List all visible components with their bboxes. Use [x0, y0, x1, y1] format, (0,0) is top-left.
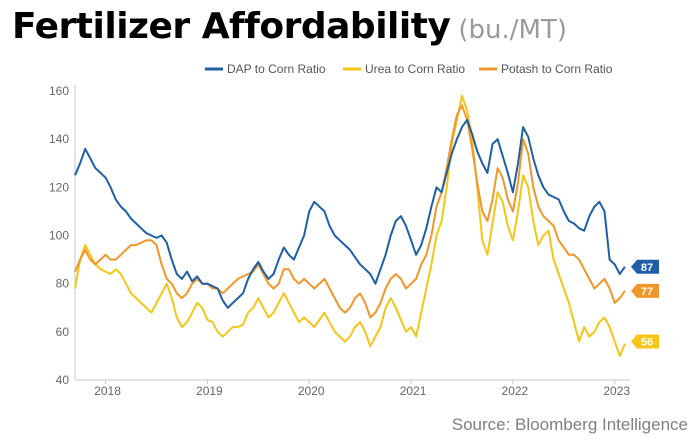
end-label-value: 56	[641, 336, 653, 348]
y-tick-label: 140	[49, 132, 69, 146]
legend-label: Potash to Corn Ratio	[501, 62, 613, 76]
chart-title: Fertilizer Affordability	[12, 6, 451, 47]
end-label: 87	[631, 259, 659, 274]
y-tick-label: 120	[49, 180, 69, 194]
x-tick-label: 2018	[94, 384, 121, 398]
y-tick-label: 40	[56, 373, 70, 387]
legend-label: Urea to Corn Ratio	[365, 62, 465, 76]
x-tick-label: 2023	[603, 384, 630, 398]
series-line-urea-to-corn-ratio	[74, 94, 626, 357]
series-line-dap-to-corn-ratio	[74, 118, 626, 309]
end-label-value: 77	[641, 286, 653, 298]
y-tick-label: 100	[49, 229, 69, 243]
series-lines	[74, 94, 626, 357]
end-label-tag	[631, 259, 659, 274]
end-label: 56	[631, 334, 659, 349]
x-tick-label: 2022	[502, 384, 529, 398]
y-tick-label: 160	[49, 84, 69, 98]
chart-legend: DAP to Corn Ratio Urea to Corn Ratio Potas…	[205, 62, 613, 76]
series-line-potash-to-corn-ratio	[74, 104, 626, 319]
y-tick-label: 60	[56, 325, 70, 339]
end-label-value: 87	[641, 262, 653, 274]
x-tick-label: 2021	[400, 384, 427, 398]
y-tick-label: 80	[56, 277, 70, 291]
end-label: 77	[631, 283, 659, 298]
y-axis: 40 60 80 100 120 140 160	[49, 84, 76, 387]
end-label-tag	[631, 334, 659, 349]
chart-title-group: Fertilizer Affordability (bu./MT)	[12, 6, 567, 47]
x-axis: 2018 2019 2020 2021 2022 2023	[75, 379, 630, 398]
x-tick-label: 2019	[196, 384, 223, 398]
source-note: Source: Bloomberg Intelligence	[451, 415, 688, 434]
chart-subtitle: (bu./MT)	[458, 15, 567, 45]
end-labels: 87 56 77	[631, 259, 659, 349]
x-tick-label: 2020	[298, 384, 325, 398]
legend-label: DAP to Corn Ratio	[227, 62, 326, 76]
end-label-tag	[631, 283, 659, 298]
